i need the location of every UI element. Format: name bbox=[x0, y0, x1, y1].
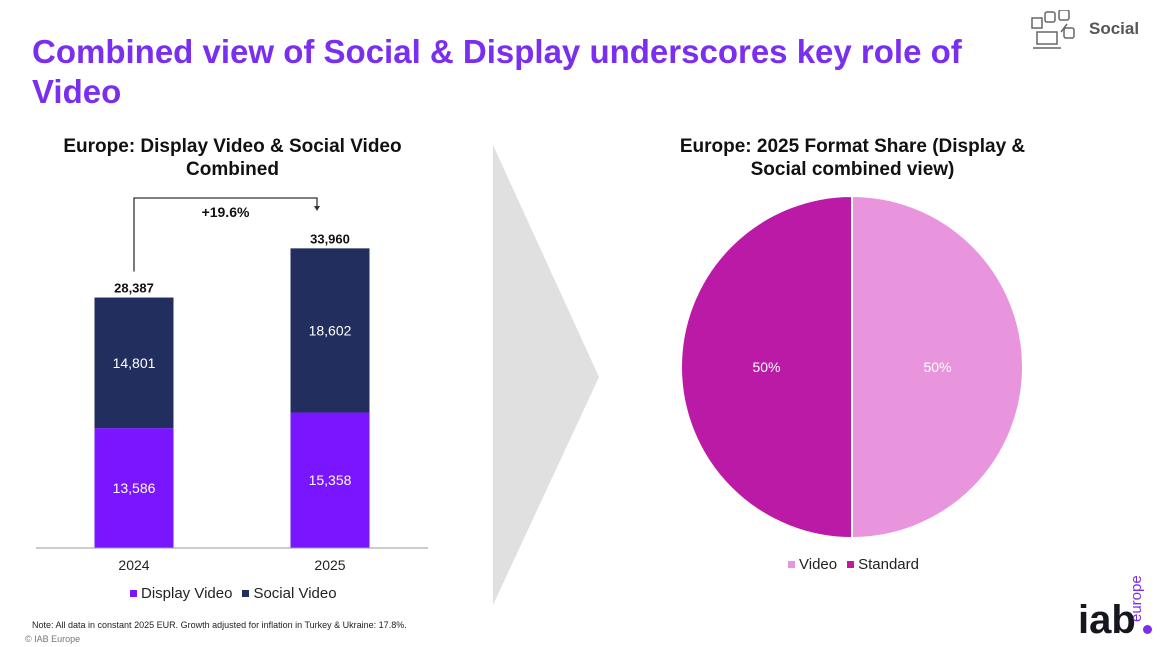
legend-label-video: Video bbox=[799, 556, 838, 573]
legend-item-standard: Standard bbox=[847, 556, 919, 573]
logo-text: iab bbox=[1078, 598, 1136, 642]
legend-label-social-video: Social Video bbox=[253, 585, 337, 602]
legend-item-display-video: Display Video bbox=[130, 585, 232, 602]
legend-label-display-video: Display Video bbox=[141, 585, 233, 602]
bar-segment bbox=[94, 428, 174, 548]
logo-subtext: europe bbox=[1128, 575, 1145, 622]
legend-label-standard: Standard bbox=[858, 556, 919, 573]
legend-swatch-display-video bbox=[130, 590, 137, 597]
social-media-icon bbox=[1031, 10, 1075, 49]
legend-swatch-standard bbox=[847, 561, 855, 568]
x-tick-label: 2024 bbox=[118, 557, 149, 573]
copyright: © IAB Europe bbox=[25, 634, 81, 644]
bar-value-label: 13,586 bbox=[113, 480, 156, 496]
pie-chart-legend: Video Standard bbox=[788, 556, 919, 573]
logo-dot bbox=[1143, 625, 1152, 634]
legend-swatch-social-video bbox=[242, 590, 250, 597]
pie-slice bbox=[680, 194, 853, 540]
legend-item-video: Video bbox=[788, 556, 837, 573]
transition-arrow-shape bbox=[493, 145, 599, 605]
bar-value-label: 14,801 bbox=[113, 355, 156, 371]
bar-chart-title: Europe: Display Video & Social Video Com… bbox=[63, 136, 402, 180]
legend-item-social-video: Social Video bbox=[242, 585, 337, 602]
pie-chart: 50% 50% bbox=[680, 194, 1024, 540]
x-tick-label: 2025 bbox=[314, 557, 345, 573]
pie-slice-label: 50% bbox=[923, 359, 951, 375]
bar-total-label: 33,960 bbox=[310, 231, 350, 246]
bar-segment bbox=[290, 248, 370, 413]
pie-slice bbox=[851, 194, 1024, 540]
footnote: Note: All data in constant 2025 EUR. Gro… bbox=[32, 620, 407, 630]
legend-swatch-video bbox=[788, 561, 795, 568]
bar-segment bbox=[94, 297, 174, 429]
section-label: Social bbox=[1089, 19, 1140, 38]
pie-slice-label: 50% bbox=[752, 359, 780, 375]
growth-bracket bbox=[133, 197, 318, 272]
iab-europe-logo: iab europe bbox=[1078, 570, 1162, 640]
growth-annotation: +19.6% bbox=[202, 204, 250, 220]
bar-chart: 13,586 14,801 28,387 2024 15,358 18,602 33,960… bbox=[36, 197, 428, 573]
bar-value-label: 18,602 bbox=[309, 322, 352, 338]
growth-arrowhead bbox=[314, 206, 320, 211]
bar-chart-legend: Display Video Social Video bbox=[130, 585, 337, 602]
bar-value-label: 15,358 bbox=[309, 472, 352, 488]
pie-chart-title: Europe: 2025 Format Share (Display & Soc… bbox=[679, 136, 1026, 180]
page-title: Combined view of Social & Display unders… bbox=[32, 33, 962, 110]
bar-segment bbox=[290, 412, 370, 548]
bar-total-label: 28,387 bbox=[114, 281, 154, 296]
